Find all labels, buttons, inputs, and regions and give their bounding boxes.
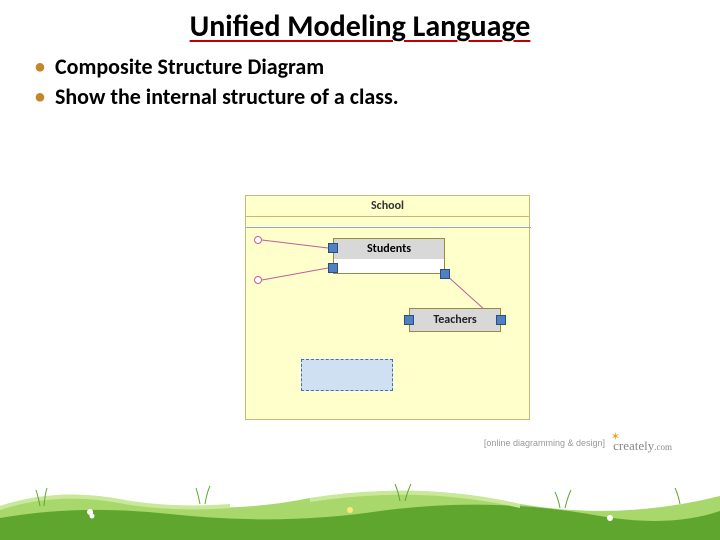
divider [246, 227, 531, 228]
composite-diagram: School Students Teachers [245, 195, 530, 420]
port-circle-icon [254, 276, 262, 284]
bullet-dot-icon: • [35, 53, 45, 81]
empty-node [301, 359, 393, 391]
grass-decoration [0, 456, 720, 540]
port-icon [440, 269, 450, 279]
creately-suffix: .com [654, 442, 672, 452]
port-icon [496, 315, 506, 325]
port-circle-icon [254, 236, 262, 244]
port-icon [328, 243, 338, 253]
list-item: • Composite Structure Diagram [35, 53, 700, 81]
students-node-body [333, 259, 445, 274]
bullet-dot-icon: • [35, 83, 45, 111]
creately-logo: creately.com [613, 438, 672, 454]
school-title: School [246, 196, 529, 217]
students-node: Students [333, 238, 445, 260]
port-icon [328, 263, 338, 273]
watermark-text: [online diagramming & design] [484, 438, 605, 448]
school-container: School Students Teachers [245, 195, 530, 420]
bullet-text: Composite Structure Diagram [55, 53, 324, 80]
port-icon [404, 315, 414, 325]
bullet-list: • Composite Structure Diagram • Show the… [0, 45, 720, 111]
page-title: Unified Modeling Language [0, 0, 720, 45]
creately-name: creately [613, 438, 654, 453]
teachers-node: Teachers [409, 308, 501, 332]
list-item: • Show the internal structure of a class… [35, 83, 700, 111]
bullet-text: Show the internal structure of a class. [55, 83, 399, 110]
